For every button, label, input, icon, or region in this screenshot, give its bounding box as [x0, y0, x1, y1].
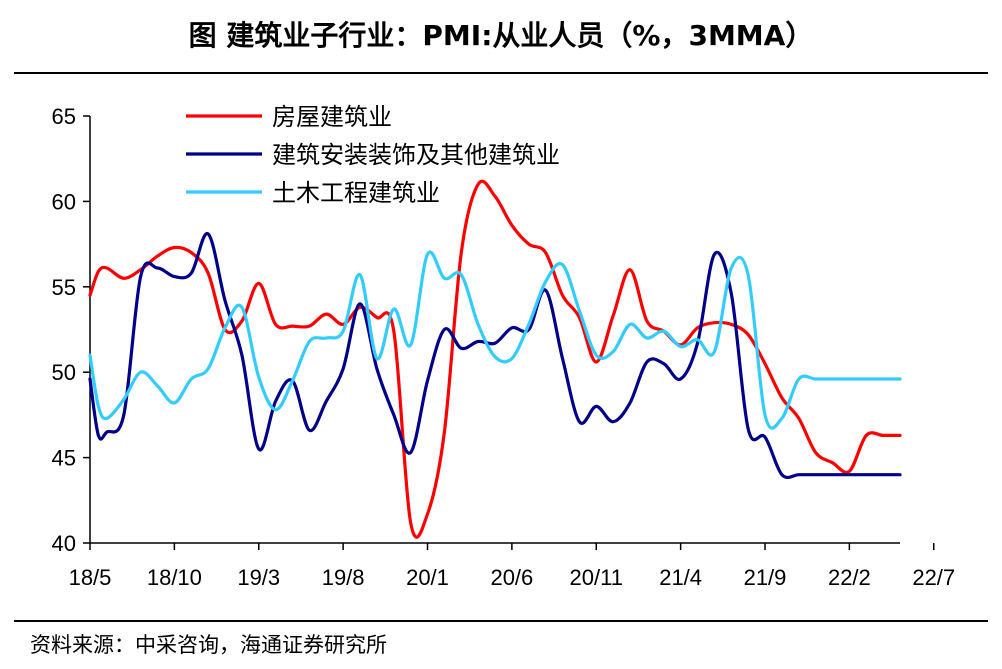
y-tick-label: 45 — [52, 446, 76, 471]
legend-item-installation-decoration: 建筑安装装饰及其他建筑业 — [186, 141, 560, 169]
chart-area: 40 45 50 55 60 65 18/5 18/10 19/3 19/8 20/1 20/6 20/… — [52, 103, 956, 590]
x-tick-label: 22/2 — [828, 565, 871, 590]
series-line-civil-engineering — [88, 250, 902, 430]
x-tick-label: 21/4 — [659, 565, 702, 590]
x-tick-label: 20/11 — [570, 565, 623, 590]
legend-label: 建筑安装装饰及其他建筑业 — [272, 141, 560, 169]
x-tick-label: 21/9 — [744, 565, 787, 590]
source-divider — [14, 620, 988, 622]
chart-axes: 40 45 50 55 60 65 18/5 18/10 19/3 19/8 20/1 20/6 20/… — [52, 104, 956, 590]
legend-item-housing-construction: 房屋建筑业 — [186, 103, 392, 131]
y-tick-label: 60 — [52, 189, 76, 214]
legend-label: 土木工程建筑业 — [272, 179, 440, 207]
chart-title: 图 建筑业子行业：PMI:从业人员（%，3MMA） — [188, 19, 814, 52]
source-note: 资料来源：中采咨询，海通证券研究所 — [30, 633, 387, 657]
x-tick-label: 18/10 — [147, 565, 202, 590]
x-tick-label: 22/7 — [912, 565, 955, 590]
x-tick-label: 18/5 — [69, 565, 112, 590]
series-line-installation-decoration — [88, 232, 902, 480]
y-tick-label: 55 — [52, 275, 76, 300]
y-tick-label: 40 — [52, 531, 76, 556]
title-divider — [14, 72, 988, 74]
x-tick-label: 20/6 — [490, 565, 533, 590]
x-tick-label: 19/8 — [322, 565, 365, 590]
y-tick-label: 65 — [52, 104, 76, 129]
chart-series — [88, 179, 902, 539]
legend-item-civil-engineering: 土木工程建筑业 — [186, 179, 440, 207]
y-tick-label: 50 — [52, 360, 76, 385]
x-tick-label: 20/1 — [406, 565, 449, 590]
x-tick-label: 19/3 — [237, 565, 280, 590]
legend-label: 房屋建筑业 — [272, 103, 392, 131]
